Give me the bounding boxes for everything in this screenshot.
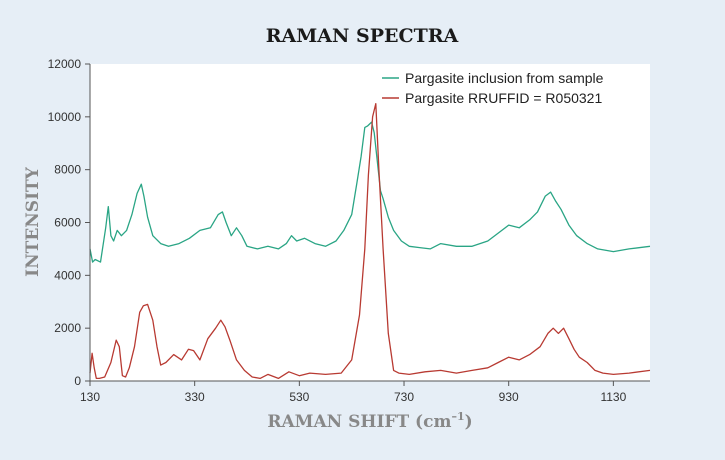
y-tick-label: 10000	[48, 110, 82, 124]
y-tick-label: 12000	[48, 57, 82, 71]
y-tick-label: 8000	[54, 163, 81, 177]
x-axis-title-end: )	[465, 412, 473, 432]
series-line-reference	[89, 102, 651, 380]
x-axis-title-superscript: –1	[451, 410, 464, 423]
series-line-sample	[89, 121, 651, 263]
x-tick-label: 530	[289, 390, 309, 404]
y-axis-ticks: 0 2000 4000 6000 8000 10000 12000	[48, 57, 90, 388]
legend-label-reference: Pargasite RRUFFID = R050321	[405, 90, 602, 106]
legend-label-sample: Pargasite inclusion from sample	[405, 70, 604, 86]
series-layer	[89, 102, 651, 380]
x-tick-label: 1130	[600, 390, 626, 404]
chart-title: RAMAN SPECTRA	[266, 25, 459, 47]
x-tick-label: 930	[499, 390, 519, 404]
y-tick-label: 6000	[54, 216, 81, 230]
y-tick-label: 2000	[54, 321, 81, 335]
y-tick-label: 4000	[54, 268, 81, 282]
y-axis-title: INTENSITY	[23, 166, 43, 277]
legend: Pargasite inclusion from sample Pargasit…	[382, 70, 604, 106]
y-tick-label: 0	[74, 374, 81, 388]
x-axis-title: RAMAN SHIFT (cm–1)	[267, 410, 472, 432]
x-tick-label: 330	[185, 390, 205, 404]
x-axis-title-main: RAMAN SHIFT (cm	[267, 412, 451, 432]
x-tick-label: 730	[394, 390, 414, 404]
plot-background	[90, 64, 650, 381]
x-tick-label: 130	[80, 390, 100, 404]
x-axis-ticks: 130 330 530 730 930 1130	[80, 381, 627, 404]
